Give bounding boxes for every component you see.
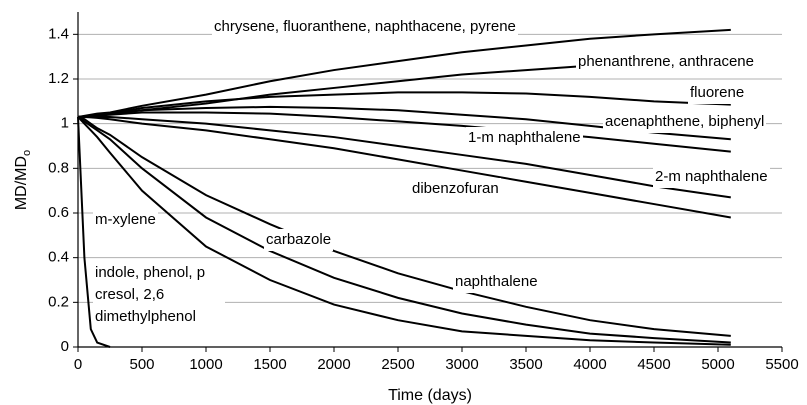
- y-tick-label: 0.2: [48, 293, 69, 310]
- x-tick-label: 500: [129, 356, 154, 373]
- series-line: [77, 116, 731, 346]
- series-label: carbazole: [264, 229, 334, 251]
- y-tick-label: 1: [61, 115, 69, 132]
- y-axis-label: MD/MDo: [13, 150, 33, 210]
- y-tick-label: 0.8: [48, 159, 69, 176]
- series-label: phenanthrene, anthracene: [576, 51, 756, 73]
- x-tick-label: 4000: [573, 356, 606, 373]
- x-tick-label: 0: [74, 356, 82, 373]
- series-label: dibenzofuran: [410, 178, 501, 200]
- y-tick-label: 1.4: [48, 25, 69, 42]
- y-tick-label: 0.6: [48, 204, 69, 221]
- series-line: [78, 115, 731, 219]
- series-label: naphthalene: [453, 271, 540, 293]
- y-axis-label-main: MD/MD: [13, 156, 30, 210]
- x-tick-label: 5500: [765, 356, 798, 373]
- x-axis-label: Time (days): [388, 387, 472, 404]
- series-line: [77, 116, 111, 348]
- series-label: 1-m naphthalene: [466, 127, 583, 149]
- x-tick-label: 2500: [381, 356, 414, 373]
- x-tick-label: 4500: [637, 356, 670, 373]
- x-tick-label: 5000: [701, 356, 734, 373]
- series-label: m-xylene: [93, 209, 158, 231]
- x-tick-label: 1500: [253, 356, 286, 373]
- y-tick-label: 0.4: [48, 249, 69, 266]
- series-label: acenaphthene, biphenyl: [603, 111, 767, 133]
- series-label: fluorene: [688, 82, 747, 104]
- x-tick-label: 3500: [509, 356, 542, 373]
- x-tick-label: 3000: [445, 356, 478, 373]
- series-line: [77, 116, 731, 337]
- series-label: 2-m naphthalene: [653, 166, 770, 188]
- x-tick-label: 1000: [189, 356, 222, 373]
- y-tick-label: 0: [61, 338, 69, 355]
- x-tick-label: 2000: [317, 356, 350, 373]
- y-axis-label-sub: o: [21, 150, 33, 156]
- series-label: chrysene, fluoranthene, naphthacene, pyr…: [212, 16, 518, 38]
- series-label: indole, phenol, p cresol, 2,6 dimethylph…: [93, 262, 225, 328]
- y-tick-label: 1.2: [48, 70, 69, 87]
